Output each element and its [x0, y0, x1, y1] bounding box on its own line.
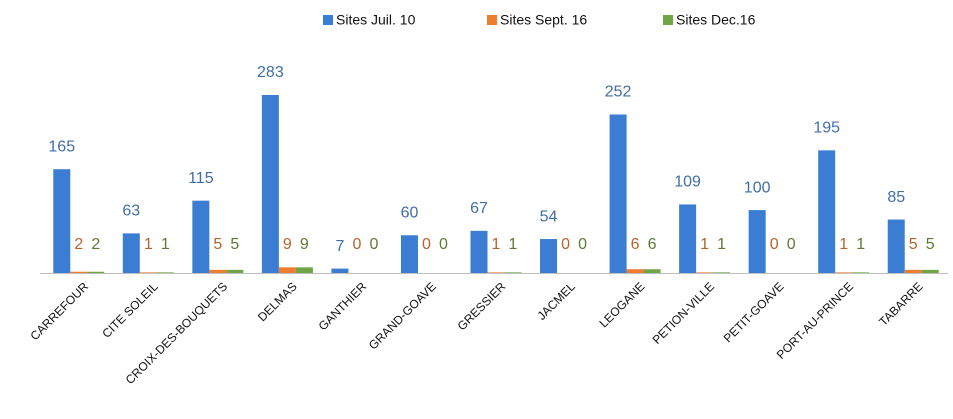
x-tick-label: GRESSIER: [455, 279, 509, 333]
x-tick-label: PETIT-GOAVE: [721, 279, 787, 345]
legend-swatch: [323, 15, 333, 25]
data-label: 5: [926, 236, 935, 253]
bar: [835, 272, 853, 273]
x-tick-label: JACMEL: [535, 279, 579, 323]
bar: [852, 272, 870, 273]
data-label: 0: [422, 236, 431, 253]
data-label: 6: [631, 236, 640, 253]
data-label: 0: [369, 236, 378, 253]
bar: [887, 219, 905, 273]
data-label: 1: [144, 236, 153, 253]
data-label: 1: [856, 236, 865, 253]
data-label: 2: [91, 236, 100, 253]
data-label: 60: [401, 204, 419, 221]
x-tick-label: PORT-AU-PRINCE: [774, 279, 856, 361]
bar: [609, 114, 627, 273]
bar: [331, 268, 349, 273]
data-label: 0: [787, 236, 796, 253]
data-label: 1: [509, 236, 518, 253]
data-label: 9: [283, 236, 292, 253]
bar: [696, 272, 714, 273]
bar: [87, 271, 105, 273]
data-label: 0: [578, 236, 587, 253]
bar: [278, 267, 296, 273]
data-label: 0: [439, 236, 448, 253]
bar: [122, 233, 140, 273]
data-label: 109: [674, 174, 701, 191]
bar: [295, 267, 313, 273]
data-label: 0: [352, 236, 361, 253]
data-label: 1: [492, 236, 501, 253]
x-tick-label: CITE SOLEIL: [99, 279, 161, 341]
data-label: 5: [230, 236, 239, 253]
data-label: 283: [257, 64, 284, 81]
x-tick-label: LEOGANE: [597, 279, 648, 330]
bar: [626, 269, 644, 273]
legend-label: Sites Juil. 10: [336, 12, 416, 28]
bar: [156, 272, 174, 273]
data-label: 1: [717, 236, 726, 253]
bar: [192, 200, 210, 273]
bar: [70, 271, 88, 273]
data-label: 1: [700, 236, 709, 253]
bar: [904, 269, 922, 273]
data-label: 0: [561, 236, 570, 253]
bar: [139, 272, 157, 273]
bar: [261, 95, 279, 273]
data-label: 63: [122, 203, 140, 220]
x-tick-label: DELMAS: [255, 279, 300, 324]
data-label: 2: [74, 236, 83, 253]
x-tick-label: GANTHIER: [316, 279, 370, 333]
bar: [470, 230, 488, 273]
legend-label: Sites Dec.16: [676, 12, 756, 28]
data-label: 7: [335, 238, 344, 255]
bar: [209, 269, 227, 273]
x-tick-label: TABARRE: [876, 279, 925, 328]
bar: [487, 272, 505, 273]
bar: [400, 235, 418, 273]
data-label: 6: [648, 236, 657, 253]
data-label: 85: [887, 189, 905, 206]
x-tick-label: GRAND-GOAVE: [366, 279, 439, 352]
data-label: 115: [188, 170, 214, 187]
bar: [748, 210, 766, 273]
bar: [643, 269, 661, 273]
data-label: 0: [770, 236, 779, 253]
data-label: 54: [540, 208, 558, 225]
bar: [226, 269, 244, 273]
data-label: 100: [744, 179, 771, 196]
bar: [679, 204, 697, 273]
bar: [53, 169, 71, 273]
legend-label: Sites Sept. 16: [500, 12, 587, 28]
bar: [818, 150, 836, 273]
data-label: 1: [839, 236, 848, 253]
data-label: 9: [300, 236, 309, 253]
bar: [713, 272, 731, 273]
data-label: 67: [470, 200, 488, 217]
data-label: 1: [161, 236, 170, 253]
legend-swatch: [663, 15, 673, 25]
data-label: 195: [813, 120, 840, 137]
data-label: 252: [605, 84, 632, 101]
x-tick-label: CARREFOUR: [27, 279, 91, 343]
x-tick-label: PETION-VILLE: [650, 279, 717, 346]
data-label: 165: [48, 138, 75, 155]
data-label: 5: [909, 236, 918, 253]
legend-swatch: [487, 15, 497, 25]
bar: [921, 269, 939, 273]
bar: [540, 239, 558, 273]
data-label: 5: [213, 236, 222, 253]
bar: [504, 272, 522, 273]
